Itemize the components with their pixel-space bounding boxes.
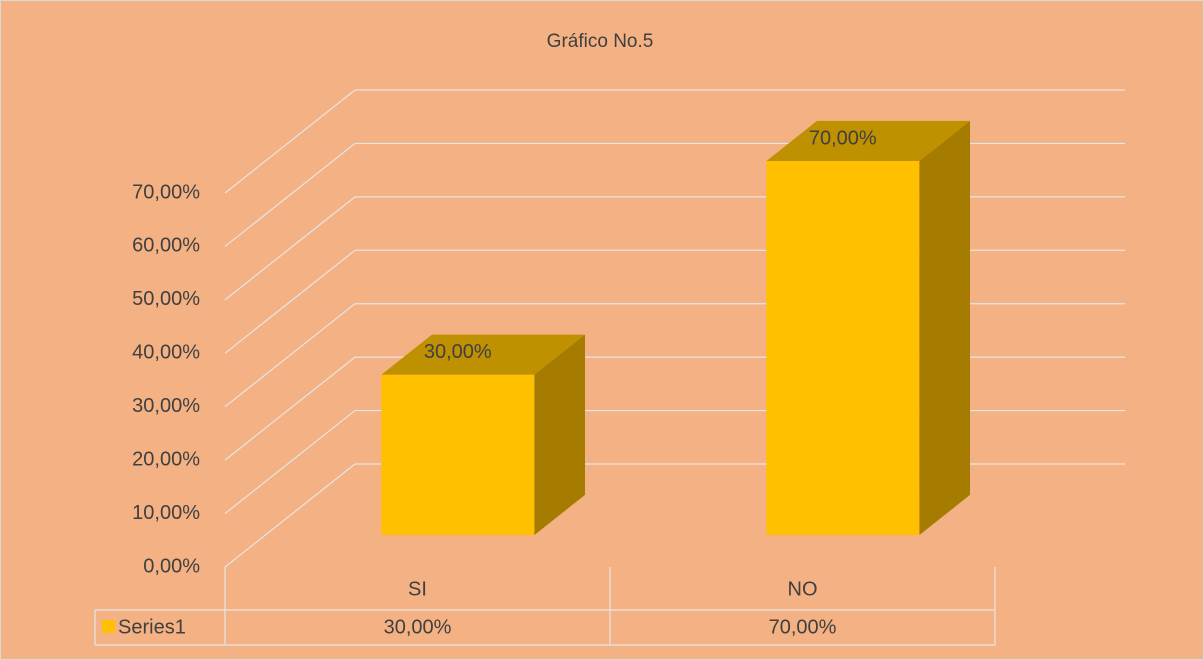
data-label: 30,00% — [424, 341, 492, 363]
bar — [766, 161, 920, 536]
grid-line — [224, 410, 356, 515]
bar-top — [381, 334, 585, 375]
bar — [381, 374, 535, 536]
chart-title: Gráfico No.5 — [547, 31, 654, 52]
grid-line — [224, 89, 356, 194]
grid-line — [224, 463, 356, 568]
y-tick-label: 60,00% — [132, 235, 200, 257]
grid-line — [224, 196, 356, 301]
y-tick-label: 20,00% — [132, 448, 200, 470]
y-tick-label: 40,00% — [132, 342, 200, 364]
legend-label: Series1 — [118, 616, 186, 638]
bar-side — [534, 334, 585, 536]
y-tick-label: 70,00% — [132, 181, 200, 203]
table-value: 30,00% — [384, 616, 452, 638]
data-label: 70,00% — [809, 127, 877, 149]
legend-swatch — [102, 620, 115, 633]
y-tick-label: 50,00% — [132, 288, 200, 310]
grid-line — [224, 303, 356, 408]
grid-line — [224, 249, 356, 354]
x-tick-label: SI — [408, 578, 427, 600]
y-tick-label: 0,00% — [143, 555, 200, 577]
y-tick-label: 10,00% — [132, 502, 200, 524]
bar-top — [766, 120, 970, 162]
grid-line — [224, 356, 356, 461]
x-tick-label: NO — [788, 578, 818, 600]
table-value: 70,00% — [769, 616, 837, 638]
grid-line — [224, 142, 356, 247]
bar-side — [919, 120, 970, 536]
y-tick-label: 30,00% — [132, 395, 200, 417]
